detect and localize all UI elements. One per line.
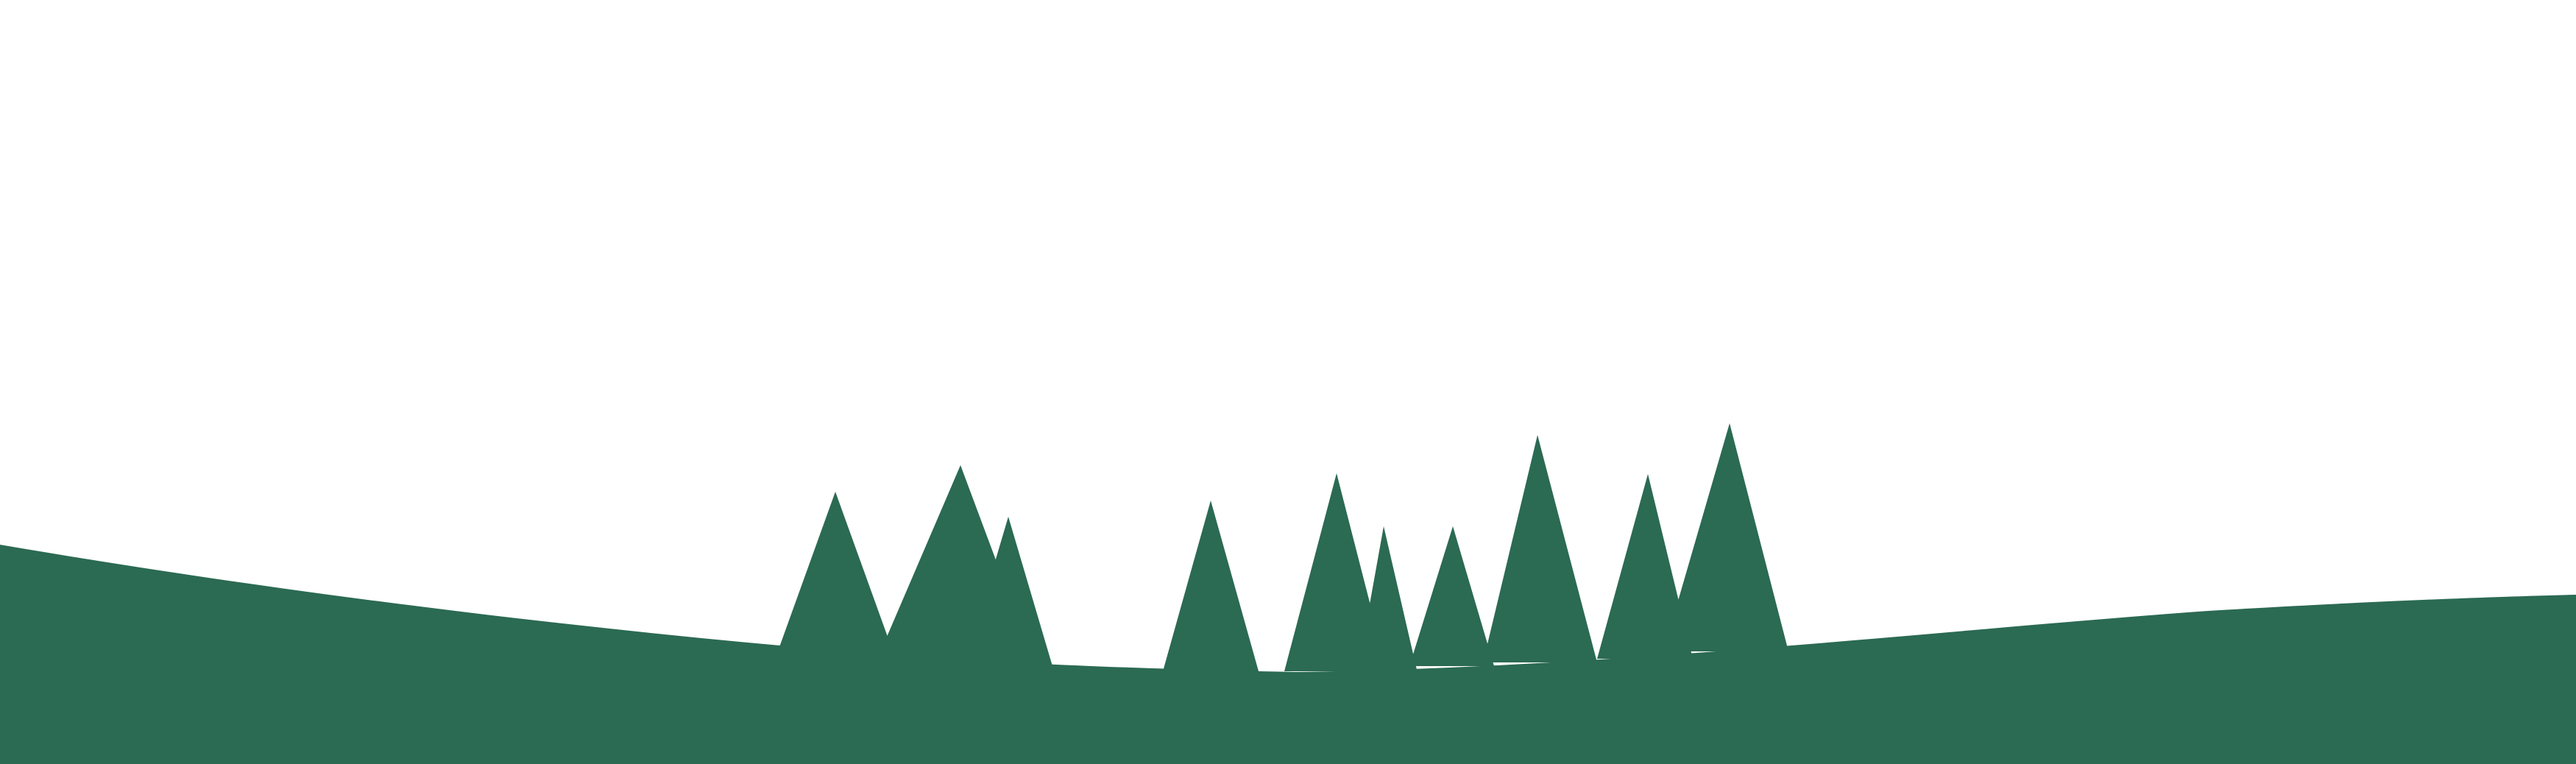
pine-tree <box>1163 501 1259 671</box>
pine-tree <box>1483 435 1597 662</box>
pine-tree <box>1409 526 1494 666</box>
pine-tree <box>1358 526 1417 670</box>
rolling-hill <box>0 545 2576 764</box>
pine-tree <box>1597 474 1693 659</box>
pine-tree <box>964 517 1052 666</box>
pine-tree <box>1284 473 1387 671</box>
pine-tree <box>776 492 894 655</box>
pine-tree <box>1663 423 1788 651</box>
pine-tree-silhouettes <box>776 423 1788 671</box>
